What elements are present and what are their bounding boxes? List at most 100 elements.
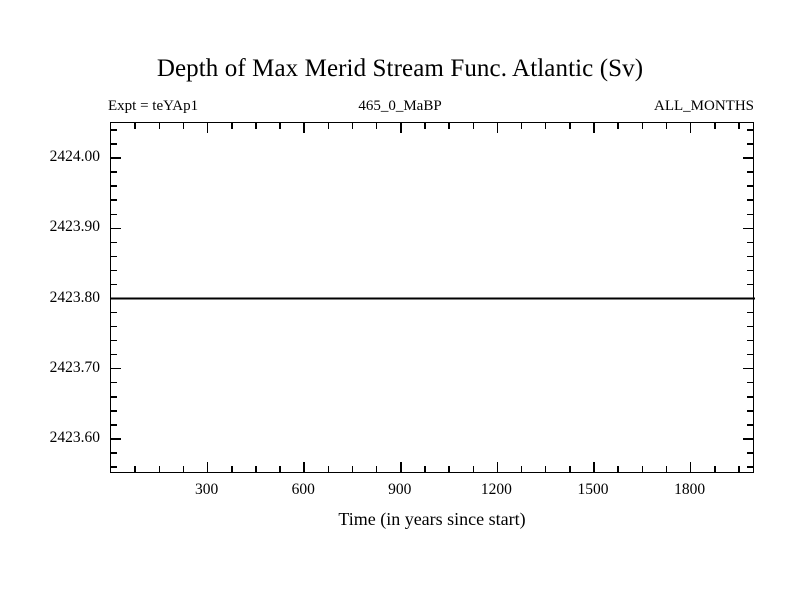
x-axis-minor-tick [424, 466, 426, 472]
y-axis-tick-label: 2423.60 [49, 428, 100, 446]
y-axis-minor-tick [747, 241, 753, 244]
x-axis-minor-tick [279, 466, 281, 472]
x-axis-minor-tick [448, 123, 450, 129]
x-axis-minor-tick [182, 123, 185, 129]
x-axis-minor-tick [544, 123, 547, 129]
y-axis-minor-tick [747, 396, 753, 398]
y-axis-minor-tick [111, 213, 117, 215]
y-axis-major-tick [743, 227, 753, 230]
x-axis-minor-tick [255, 466, 257, 472]
y-axis-major-tick [743, 157, 753, 159]
y-axis-minor-tick [747, 185, 753, 187]
y-axis-minor-tick [747, 353, 753, 356]
y-axis-minor-tick [111, 143, 117, 145]
y-axis-minor-tick [111, 241, 117, 244]
x-axis-minor-tick [641, 123, 644, 129]
y-axis-minor-tick [111, 269, 117, 272]
x-axis-major-tick [206, 462, 209, 472]
x-axis-tick-label: 1500 [577, 481, 609, 498]
y-axis-minor-tick [747, 339, 753, 342]
x-axis-minor-tick [544, 466, 547, 472]
x-axis-minor-tick [327, 123, 330, 129]
y-axis-minor-tick [111, 339, 117, 342]
y-axis-tick-label: 2424.00 [49, 148, 100, 166]
y-axis-minor-tick [111, 283, 117, 286]
y-axis-minor-tick [747, 452, 753, 454]
y-axis-minor-tick [747, 269, 753, 272]
x-axis-tick-label: 1800 [674, 481, 706, 498]
x-axis-minor-tick [255, 123, 257, 129]
x-axis-minor-tick [134, 123, 136, 129]
subtitle-months: ALL_MONTHS [654, 98, 754, 114]
y-axis-minor-tick [111, 466, 117, 468]
x-axis-tick-labels: 300 600 900 1200 1500 1800 [110, 481, 754, 503]
y-axis-minor-tick [747, 381, 753, 384]
y-axis-tick-label: 2423.70 [49, 358, 100, 376]
series-line [111, 297, 755, 300]
y-axis-major-tick [743, 367, 753, 370]
x-axis-tick-label: 1200 [480, 481, 512, 498]
x-axis-title: Time (in years since start) [338, 509, 526, 529]
y-axis-minor-tick [111, 171, 117, 173]
x-axis-minor-tick [520, 466, 523, 472]
x-axis-tick-label: 900 [388, 481, 412, 498]
x-axis-minor-tick [279, 123, 281, 129]
x-axis-minor-tick [424, 123, 426, 129]
y-axis-minor-tick [747, 325, 753, 328]
y-axis-minor-tick [111, 311, 117, 314]
x-axis-minor-tick [472, 123, 474, 129]
y-axis-major-tick [111, 367, 121, 370]
x-axis-minor-tick [520, 123, 523, 129]
y-axis-minor-tick [747, 129, 753, 131]
y-axis-minor-tick [111, 396, 117, 398]
x-axis-minor-tick [714, 123, 716, 129]
x-axis-minor-tick [182, 466, 185, 472]
x-axis-major-tick [689, 123, 692, 133]
y-axis-tick-label: 2423.90 [49, 218, 100, 236]
y-axis-minor-tick [111, 353, 117, 356]
plot-area [110, 122, 755, 473]
y-axis-major-tick [111, 438, 121, 440]
x-axis-minor-tick [641, 466, 644, 472]
x-axis-minor-tick [714, 466, 716, 472]
x-axis-major-tick [206, 123, 209, 133]
y-axis-minor-tick [747, 143, 753, 145]
x-axis-minor-tick [158, 123, 161, 129]
y-axis-minor-tick [747, 311, 753, 314]
y-axis-minor-tick [747, 171, 753, 173]
x-axis-minor-tick [472, 466, 474, 472]
x-axis-major-tick [400, 123, 402, 133]
y-axis-major-tick [111, 157, 121, 159]
chart-title: Depth of Max Merid Stream Func. Atlantic… [156, 55, 644, 82]
x-axis-minor-tick [569, 123, 571, 129]
y-axis-minor-tick [111, 325, 117, 328]
y-axis-minor-tick [747, 199, 753, 201]
y-axis-tick-labels: 2424.00 2423.90 2423.80 2423.70 2423.60 [0, 122, 100, 473]
y-axis-minor-tick [747, 255, 753, 258]
y-axis-minor-tick [747, 283, 753, 286]
x-axis-major-tick [496, 123, 499, 133]
x-axis-minor-tick [569, 466, 571, 472]
x-axis-minor-tick [134, 466, 136, 472]
y-axis-minor-tick [747, 213, 753, 215]
subtitle-period: 465_0_MaBP [358, 98, 442, 114]
x-axis-minor-tick [231, 466, 233, 472]
x-axis-minor-tick [617, 466, 619, 472]
x-axis-minor-tick [375, 466, 378, 472]
x-axis-tick-label: 300 [194, 481, 219, 498]
y-axis-minor-tick [111, 381, 117, 384]
x-axis-minor-tick [665, 466, 668, 472]
x-axis-major-tick [593, 462, 595, 472]
x-axis-minor-tick [351, 123, 354, 129]
y-axis-major-tick [743, 438, 753, 440]
x-axis-major-tick [303, 123, 305, 133]
x-axis-minor-tick [448, 466, 450, 472]
x-axis-minor-tick [738, 466, 740, 472]
x-axis-minor-tick [351, 466, 354, 472]
x-axis-major-tick [303, 462, 305, 472]
y-axis-major-tick [111, 227, 121, 230]
x-axis-minor-tick [617, 123, 619, 129]
x-axis-minor-tick [327, 466, 330, 472]
x-axis-major-tick [689, 462, 692, 472]
y-axis-minor-tick [111, 129, 117, 131]
